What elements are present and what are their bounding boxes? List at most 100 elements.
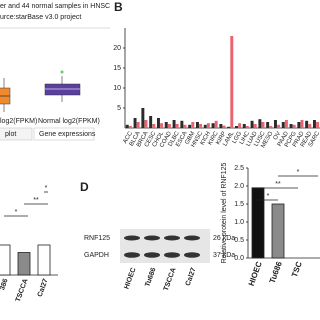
bar (211, 123, 215, 128)
bar (195, 122, 199, 128)
bar (199, 124, 203, 128)
bar (271, 203, 285, 259)
bar (160, 123, 164, 128)
bar (284, 120, 288, 128)
bar (292, 124, 296, 128)
x-tick-label: ACC (122, 130, 134, 145)
bar (234, 126, 238, 128)
tab-label[interactable]: plot (5, 131, 16, 138)
bar (141, 108, 145, 128)
y-tick-label: 2.0 (234, 183, 244, 190)
band-label: GAPDH (84, 252, 109, 259)
panel-a-title: urce:starBase v3.0 project (0, 14, 81, 21)
y-tick-label: 5 (117, 105, 121, 112)
bar (172, 120, 176, 128)
outlier (60, 70, 64, 74)
bar (152, 124, 156, 128)
bar (0, 244, 11, 276)
bar (316, 122, 320, 128)
significance: * (297, 169, 300, 176)
significance: * (267, 193, 270, 200)
bar (203, 124, 207, 128)
bar (128, 126, 132, 128)
blot (120, 229, 210, 263)
x-tick-label: TSCCA (15, 278, 30, 303)
bar (144, 120, 148, 128)
bar (136, 122, 140, 128)
bar (133, 118, 137, 128)
y-tick-label: 15 (113, 65, 121, 72)
bar (266, 122, 270, 128)
significance: * (45, 185, 48, 192)
bar (273, 120, 277, 128)
bar (125, 124, 129, 128)
bar (206, 123, 210, 128)
panel-label: D (80, 180, 89, 194)
bar (156, 118, 160, 128)
bar (188, 124, 192, 128)
bar (191, 122, 195, 128)
x-tick-label: HIOEC (247, 260, 264, 287)
bar (312, 120, 316, 128)
box (44, 83, 81, 96)
bar (253, 124, 257, 128)
bar (222, 125, 226, 128)
bands (124, 235, 200, 258)
x-tick-label: Cal27 (37, 278, 50, 298)
bar (251, 187, 265, 259)
lane-label: TSCCA (163, 267, 178, 292)
lane-label: Cal27 (185, 267, 198, 287)
y-tick-label: 20 (113, 45, 121, 52)
bar (183, 124, 187, 128)
band-label: RNF125 (84, 235, 110, 242)
panel-a-title: er and 44 normal samples in HNSC (0, 3, 110, 10)
lane-label: HIOEC (123, 267, 137, 290)
lane-label: Tu686 (144, 267, 157, 288)
significance: ** (33, 197, 39, 204)
bar (305, 120, 309, 128)
bar (258, 119, 262, 128)
y-tick-label: 0.5 (234, 237, 244, 244)
tab-label[interactable]: Gene expressions (39, 131, 96, 138)
axis-label: Normal log2(FPKM) (38, 118, 100, 125)
bar (242, 124, 246, 128)
tab[interactable] (33, 127, 95, 141)
bar (37, 244, 51, 276)
bar (17, 252, 31, 276)
y-tick-label: 2.5 (234, 165, 244, 172)
tab[interactable] (0, 127, 33, 141)
significance: ** (275, 181, 281, 188)
y-tick-label: 10 (113, 85, 121, 92)
bar (214, 120, 218, 128)
bar (261, 122, 265, 128)
bar (281, 122, 285, 128)
bar (300, 120, 304, 128)
bar (269, 126, 273, 128)
bar (230, 36, 234, 128)
x-tick-label: TSC (290, 260, 304, 278)
y-tick-label: 0.0 (234, 255, 244, 262)
x-tick-label: Tu686 (268, 260, 284, 285)
y-tick-label: 1.0 (234, 219, 244, 226)
bar (289, 124, 293, 128)
bar (297, 122, 301, 128)
significance: * (15, 209, 18, 216)
size-label: 37 kDa (213, 252, 235, 259)
bar (277, 124, 281, 128)
bar (149, 116, 153, 128)
bar (238, 123, 242, 128)
y-axis-title: Relative protein level of RNF125 (221, 163, 228, 264)
x-tick-label: LGG (232, 131, 244, 145)
x-tick-label: OV (273, 131, 283, 142)
bar (175, 124, 179, 128)
x-tick-label: 386 (0, 278, 10, 291)
bar (167, 124, 171, 128)
bar (250, 120, 254, 128)
axis-label: log2(FPKM) (0, 118, 37, 125)
bar (164, 122, 168, 128)
bar (308, 124, 312, 128)
bar (219, 124, 223, 128)
size-label: 26 kDa (213, 235, 235, 242)
bar (180, 120, 184, 128)
